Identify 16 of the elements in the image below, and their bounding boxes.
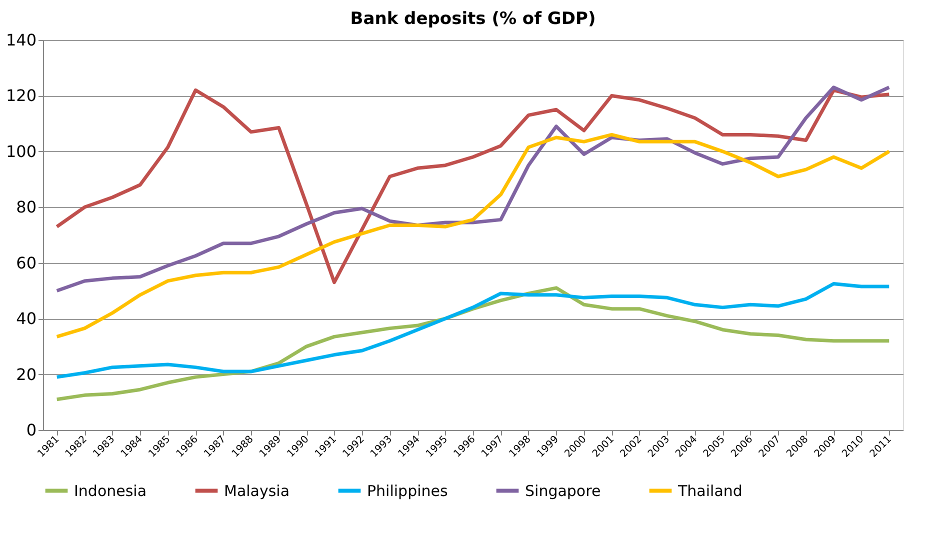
y-tick-label: 100 [6,142,36,161]
legend-label: Singapore [525,482,601,500]
y-tick-label: 80 [16,198,36,217]
y-tick-label: 140 [6,30,36,50]
y-tick-label: 0 [26,420,36,440]
legend-label: Philippines [367,482,448,500]
line-series [55,132,891,338]
legend-label: Malaysia [224,482,290,500]
line-series [55,282,891,379]
y-tick-label: 60 [16,253,36,272]
y-tick-label: 40 [16,309,36,328]
chart-title: Bank deposits (% of GDP) [350,9,596,29]
y-tick-label: 20 [16,364,36,384]
y-tick-label: 120 [6,86,36,106]
legend-label: Thailand [677,482,742,500]
legend-label: Indonesia [74,482,147,500]
